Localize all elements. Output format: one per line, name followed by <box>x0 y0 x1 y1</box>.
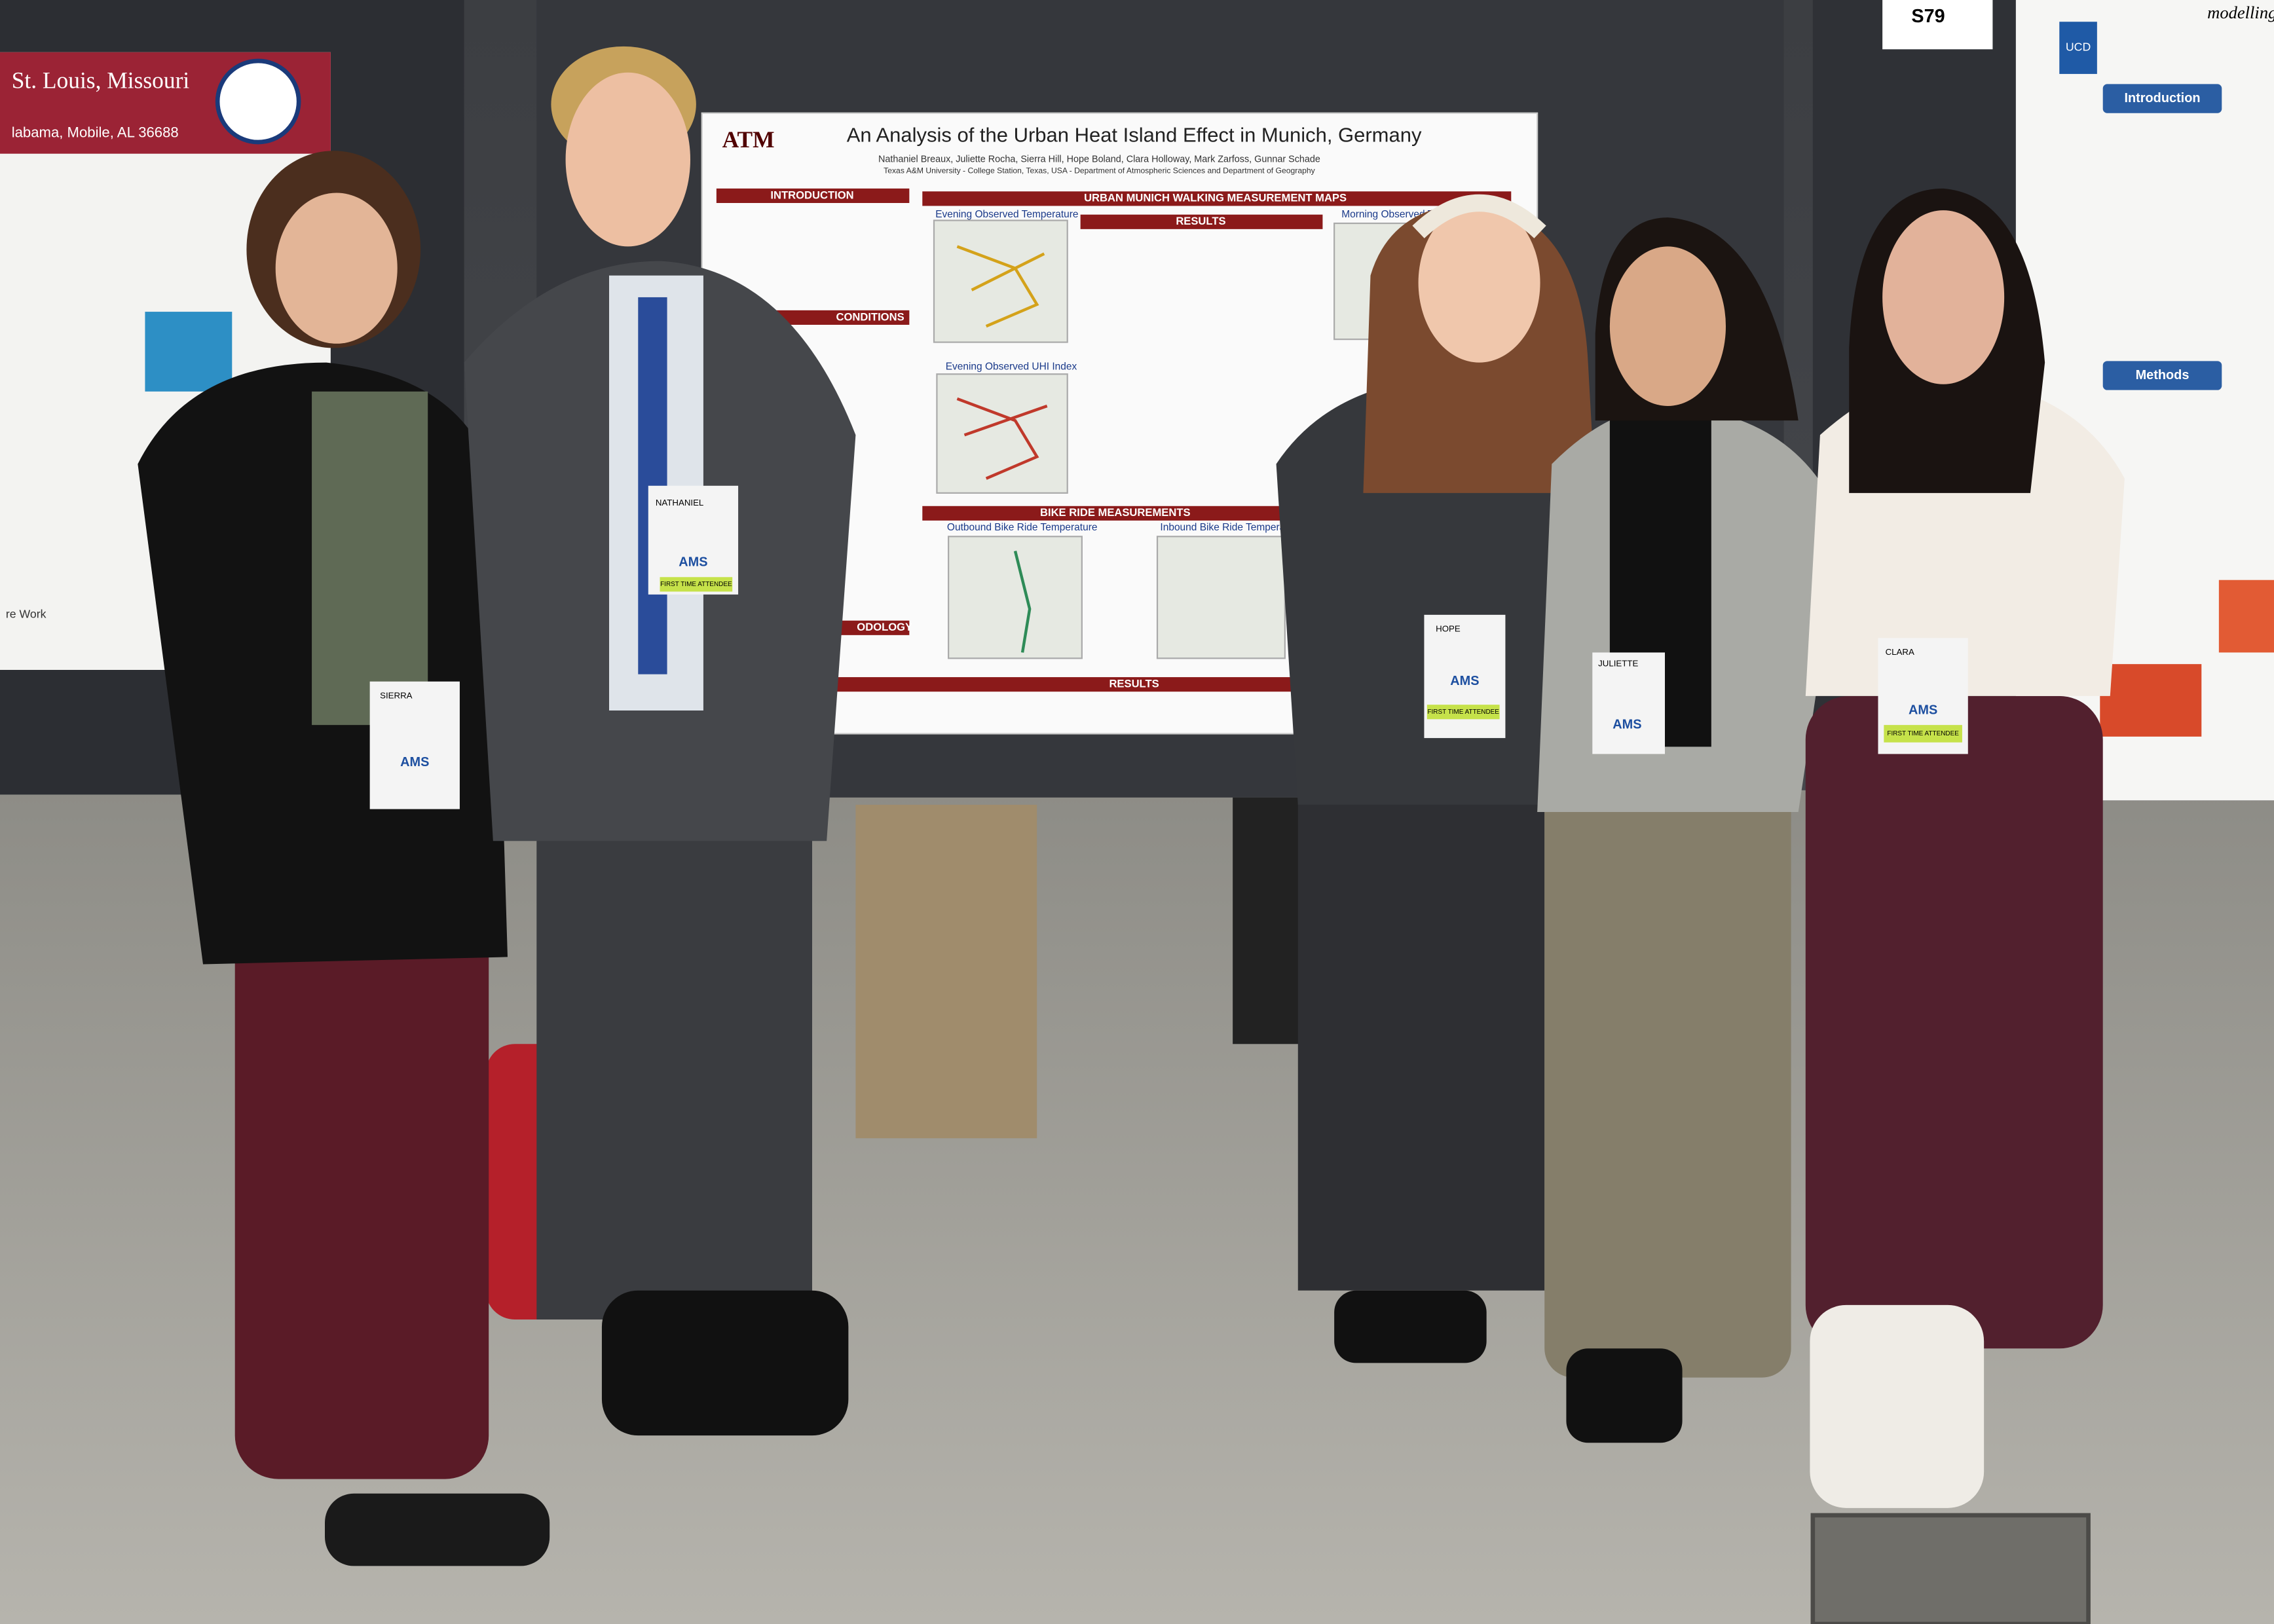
intro-box <box>2102 84 2222 113</box>
person <box>138 151 550 1566</box>
headband <box>1412 194 1546 239</box>
tamu-logo: ATM <box>722 126 775 153</box>
route <box>956 397 1048 480</box>
panel-title: Evening Observed UHI Index <box>946 361 1077 372</box>
route <box>1013 550 1032 653</box>
tie <box>638 297 667 674</box>
badge-name: HOPE <box>1436 624 1461 634</box>
badge-name: SIERRA <box>380 690 413 700</box>
floor-grate <box>1810 1513 2091 1624</box>
bystander-legs <box>855 804 1037 1139</box>
badge-ribbon <box>660 577 733 592</box>
shirt <box>312 391 428 726</box>
section-bar <box>922 191 1512 206</box>
badge <box>1592 652 1665 754</box>
right-poster-heading: modelling and <box>2207 3 2274 22</box>
badge-ribbon <box>1884 725 1962 743</box>
badge-name: NATHANIEL <box>656 498 703 507</box>
booth-sign <box>1882 0 1993 50</box>
left-poster-subtitle: labama, Mobile, AL 36688 <box>12 124 179 141</box>
right-poster-map-2 <box>2218 580 2274 653</box>
face <box>1609 246 1726 406</box>
poster-affiliation: Texas A&M University - College Station, … <box>884 166 1315 175</box>
poster-title: An Analysis of the Urban Heat Island Eff… <box>847 123 1422 146</box>
pants <box>1805 695 2103 1349</box>
right-poster-map <box>2100 664 2202 737</box>
section-heading: CONDITIONS <box>836 310 904 323</box>
section-heading: URBAN MUNICH WALKING MEASUREMENT MAPS <box>1084 192 1347 204</box>
badge <box>369 681 460 809</box>
badge-name: CLARA <box>1886 647 1914 657</box>
badge-org: AMS <box>679 555 707 569</box>
booth-number: S79 <box>1911 6 1945 27</box>
left-poster-section: re Work <box>6 608 47 621</box>
panel-title: Evening Observed Temperature <box>935 209 1078 220</box>
badge-org: AMS <box>1612 717 1641 731</box>
pants <box>1544 725 1791 1378</box>
badge-org: AMS <box>400 755 429 769</box>
section-heading: RESULTS <box>1176 215 1225 227</box>
face <box>1418 203 1540 363</box>
section-heading: BIKE RIDE MEASUREMENTS <box>1040 506 1191 519</box>
pants <box>1297 754 1545 1291</box>
badge <box>648 485 739 595</box>
section-heading: INTRODUCTION <box>770 189 853 201</box>
map <box>1156 536 1286 659</box>
face <box>565 72 690 247</box>
face <box>275 193 398 344</box>
ucd-logo <box>2059 22 2097 74</box>
left-poster-title: St. Louis, Missouri <box>12 67 190 93</box>
panel-title: Outbound Bike Ride Temperature <box>947 522 1098 533</box>
badge-ribbon-text: FIRST TIME ATTENDEE <box>660 581 732 588</box>
left-poster-map <box>145 312 233 392</box>
badge-org: AMS <box>1450 674 1479 688</box>
panel-title: Inbound Bike Ride Temperature <box>1160 522 1303 533</box>
poster-authors: Nathaniel Breaux, Juliette Rocha, Sierra… <box>878 154 1320 164</box>
right-methods-heading: Methods <box>2136 368 2190 382</box>
map <box>933 219 1068 343</box>
badge-ribbon <box>1426 705 1500 720</box>
section-heading: RESULTS <box>1109 678 1159 690</box>
right-intro-heading: Introduction <box>2124 91 2200 105</box>
badge-name: JULIETTE <box>1598 659 1638 669</box>
face <box>1882 210 2005 384</box>
left-poster-seal <box>215 58 301 145</box>
person <box>1276 194 1595 1363</box>
shoes <box>1334 1290 1487 1363</box>
section-bar <box>922 506 1309 521</box>
pants <box>234 870 489 1479</box>
shoes <box>1810 1304 1985 1508</box>
route <box>956 245 1045 328</box>
section-bar <box>716 188 910 203</box>
badge-ribbon-text: FIRST TIME ATTENDEE <box>1887 730 1959 737</box>
badges: SIERRA AMS NATHANIEL AMS FIRST TIME ATTE… <box>369 485 1968 809</box>
ucd-logo-text: UCD <box>2066 41 2091 54</box>
shoes <box>325 1493 550 1566</box>
map <box>936 373 1068 494</box>
map-panels: Evening Observed Temperature Evening Obs… <box>933 209 1485 659</box>
badge-org: AMS <box>1909 703 1937 717</box>
section-bar <box>1080 214 1323 229</box>
methods-box <box>2102 361 2222 390</box>
badge-ribbon-text: FIRST TIME ATTENDEE <box>1427 709 1499 716</box>
shoes <box>1566 1348 1683 1443</box>
section-heading: ODOLOGY <box>857 621 912 633</box>
person <box>1805 188 2125 1508</box>
shoes <box>601 1290 849 1436</box>
